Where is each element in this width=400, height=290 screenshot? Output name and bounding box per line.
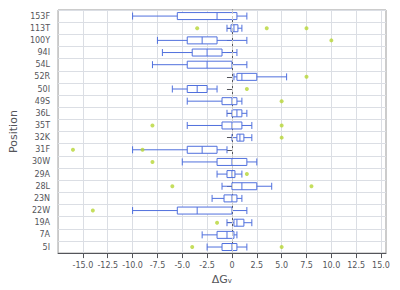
svg-text:153F: 153F — [30, 12, 50, 21]
svg-text:94I: 94I — [38, 48, 51, 57]
svg-text:100Y: 100Y — [30, 36, 50, 45]
svg-text:36L: 36L — [35, 109, 50, 118]
svg-text:-12.5: -12.5 — [97, 261, 118, 270]
svg-text:12.5: 12.5 — [347, 261, 365, 270]
svg-text:29A: 29A — [34, 170, 50, 179]
svg-text:31F: 31F — [35, 145, 50, 154]
svg-text:0: 0 — [229, 261, 234, 270]
svg-text:22W: 22W — [32, 206, 50, 215]
svg-text:-2.5: -2.5 — [199, 261, 215, 270]
svg-text:2.5: 2.5 — [250, 261, 263, 270]
svg-text:28L: 28L — [35, 182, 50, 191]
svg-text:5.0: 5.0 — [275, 261, 288, 270]
svg-text:-7.5: -7.5 — [150, 261, 166, 270]
svg-text:23N: 23N — [34, 194, 50, 203]
svg-text:7.5: 7.5 — [300, 261, 313, 270]
svg-text:32K: 32K — [35, 133, 51, 142]
svg-text:49S: 49S — [35, 97, 50, 106]
svg-text:50I: 50I — [38, 85, 51, 94]
svg-text:-10.0: -10.0 — [122, 261, 143, 270]
svg-text:54L: 54L — [35, 60, 50, 69]
svg-text:15.0: 15.0 — [372, 261, 390, 270]
svg-text:5I: 5I — [43, 243, 50, 252]
svg-text:7A: 7A — [39, 230, 50, 239]
svg-text:ΔGᵥ: ΔGᵥ — [212, 273, 233, 286]
svg-text:10.0: 10.0 — [322, 261, 340, 270]
svg-text:Position: Position — [7, 110, 20, 153]
svg-text:113T: 113T — [30, 24, 50, 33]
svg-text:19A: 19A — [34, 218, 50, 227]
svg-text:35T: 35T — [35, 121, 50, 130]
svg-text:30W: 30W — [32, 157, 50, 166]
svg-text:52R: 52R — [34, 72, 50, 81]
svg-text:-5.0: -5.0 — [174, 261, 190, 270]
svg-text:-15.0: -15.0 — [73, 261, 94, 270]
